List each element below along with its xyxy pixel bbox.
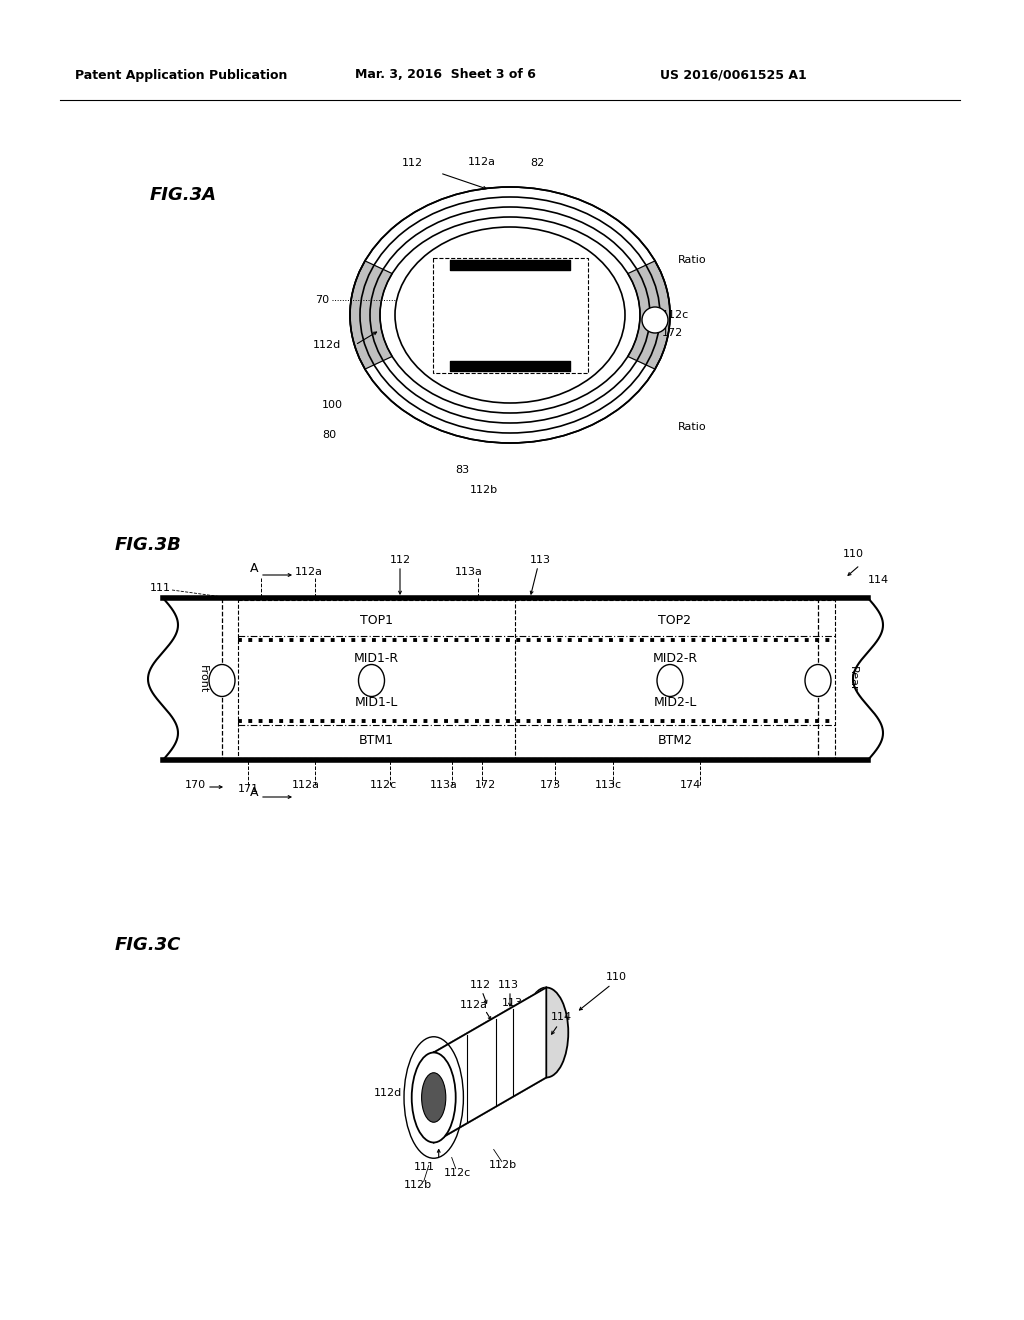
Text: TOP1: TOP1 [360,615,393,627]
Text: MID1-L: MID1-L [354,696,398,709]
Text: 113c: 113c [595,780,623,789]
Bar [238,601,835,758]
Text: 113: 113 [530,554,551,565]
Text: 113a: 113a [455,568,483,577]
Ellipse shape [805,664,831,697]
Text: 172: 172 [662,327,683,338]
Ellipse shape [358,664,384,697]
Text: A: A [250,785,258,799]
Text: 172: 172 [475,780,497,789]
Text: Patent Application Publication: Patent Application Publication [75,69,288,82]
Polygon shape [434,987,546,1143]
Polygon shape [350,261,392,370]
Ellipse shape [422,1073,445,1122]
Text: 100: 100 [322,400,343,411]
Text: Ratio: Ratio [678,255,707,265]
Text: Mar. 3, 2016  Sheet 3 of 6: Mar. 3, 2016 Sheet 3 of 6 [355,69,536,82]
Text: 112: 112 [470,979,492,990]
Text: 114: 114 [551,1012,572,1023]
Text: A: A [250,561,258,574]
Text: 80: 80 [322,430,336,440]
Text: Ratio: Ratio [678,422,707,432]
Text: 112c: 112c [662,310,689,319]
Text: 112c: 112c [443,1167,471,1177]
Text: US 2016/0061525 A1: US 2016/0061525 A1 [660,69,807,82]
Text: 114: 114 [868,576,889,585]
Text: 112a: 112a [460,1001,488,1010]
Text: 112a: 112a [292,780,319,789]
Ellipse shape [657,664,683,697]
Text: FIG.3A: FIG.3A [150,186,217,205]
Text: TOP2: TOP2 [658,615,691,627]
Text: 113a: 113a [502,998,529,1008]
Text: Rear: Rear [848,667,858,692]
Text: 112c: 112c [370,780,397,789]
Text: 171: 171 [238,784,259,795]
Text: 83: 83 [455,465,469,475]
Bar [432,257,588,372]
Text: 112a: 112a [295,568,323,577]
Text: 170: 170 [185,780,206,789]
Text: MID1-R: MID1-R [354,652,399,665]
Text: 110: 110 [606,973,628,982]
Text: 112a: 112a [468,157,496,168]
Text: 112d: 112d [313,341,341,350]
Text: 112b: 112b [470,484,498,495]
Ellipse shape [395,227,625,403]
Text: 112b: 112b [488,1160,517,1171]
Text: 112b: 112b [403,1180,432,1191]
Text: 174: 174 [680,780,701,789]
Text: 112: 112 [390,554,411,565]
Text: MID2-L: MID2-L [653,696,696,709]
Circle shape [642,308,668,333]
Text: 111: 111 [150,583,171,593]
Text: 113: 113 [498,979,519,990]
Text: 111: 111 [414,1163,435,1172]
Text: 113a: 113a [430,780,458,789]
Text: BTM1: BTM1 [359,734,394,747]
Ellipse shape [209,664,234,697]
Text: 173: 173 [540,780,561,789]
Text: Front: Front [198,665,208,693]
Text: 70: 70 [315,294,329,305]
Ellipse shape [524,987,568,1077]
Ellipse shape [412,1052,456,1143]
Text: BTM2: BTM2 [657,734,692,747]
Text: 110: 110 [843,549,864,558]
Text: 82: 82 [530,158,544,168]
Text: 112: 112 [402,158,423,168]
Text: FIG.3B: FIG.3B [115,536,182,554]
Text: MID2-R: MID2-R [652,652,697,665]
Text: FIG.3C: FIG.3C [115,936,181,954]
Text: 112d: 112d [374,1088,402,1097]
Polygon shape [628,261,670,370]
